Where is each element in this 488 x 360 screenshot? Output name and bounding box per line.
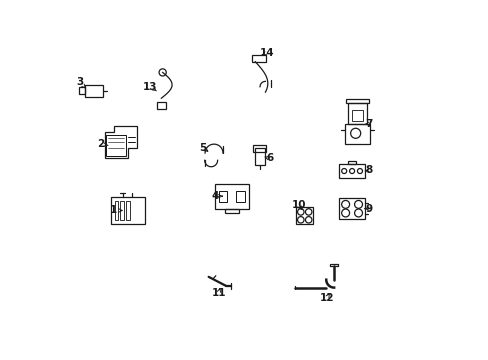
Bar [224,209,239,213]
Bar [296,207,313,225]
Bar [339,164,364,178]
Bar [254,148,264,165]
Text: 12: 12 [319,293,333,303]
Text: 6: 6 [265,153,273,163]
Text: 3: 3 [77,77,84,87]
Text: 14: 14 [259,48,273,58]
Bar [84,85,103,97]
Text: 10: 10 [291,200,305,210]
Bar [157,102,165,109]
Bar [236,191,245,202]
Bar [347,103,366,125]
Bar [345,99,368,103]
Text: 8: 8 [365,165,372,175]
Text: 4: 4 [211,191,218,201]
Text: 11: 11 [211,288,225,298]
Text: 2: 2 [97,139,104,149]
Bar [251,55,265,62]
Bar [106,135,126,156]
Text: 5: 5 [199,143,206,153]
Bar [344,125,369,144]
Bar [111,197,144,224]
Bar [339,198,364,219]
Bar [79,87,84,94]
Bar [120,201,124,220]
Bar [253,145,266,152]
Bar [351,110,362,121]
Bar [348,161,355,164]
Bar [114,201,118,220]
Bar [218,191,227,202]
Text: 13: 13 [143,82,158,92]
Bar [214,184,248,209]
Text: 9: 9 [365,204,372,214]
Text: 7: 7 [365,119,372,129]
Bar [126,201,130,220]
Text: 1: 1 [110,206,117,216]
